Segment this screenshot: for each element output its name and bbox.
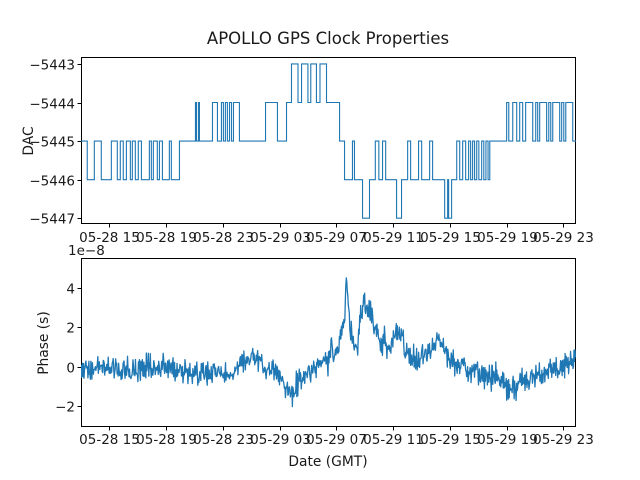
x-tick-label: 05-29 19 — [477, 230, 538, 246]
y-tick-label: −5445 — [29, 134, 75, 150]
dac-y-axis-label: DAC — [21, 126, 37, 155]
x-tick-label: 05-29 07 — [306, 230, 367, 246]
x-tick-label: 05-29 03 — [250, 432, 311, 448]
axes-frame — [81, 57, 576, 224]
date-x-axis-label: Date (GMT) — [288, 454, 367, 470]
x-tick-label: 05-28 23 — [193, 432, 254, 448]
axes-frame — [81, 258, 576, 427]
x-tick-label: 05-28 19 — [136, 230, 197, 246]
x-tick-label: 05-29 15 — [420, 230, 481, 246]
x-tick-label: 05-28 15 — [79, 230, 140, 246]
y-tick-label: −5443 — [29, 57, 75, 73]
x-tick-label: 05-29 03 — [250, 230, 311, 246]
y-tick-label: 2 — [66, 320, 75, 336]
y-tick-label: −5447 — [29, 211, 75, 227]
x-tick-label: 05-28 15 — [79, 432, 140, 448]
phase-offset-multiplier-label: 1e−8 — [68, 243, 105, 259]
y-tick-label: 0 — [66, 360, 75, 376]
dac-step-line — [81, 63, 576, 219]
y-tick-label: −5444 — [29, 96, 75, 112]
x-tick-label: 05-29 11 — [363, 432, 424, 448]
y-tick-label: 4 — [66, 281, 75, 297]
x-tick-label: 05-29 15 — [420, 432, 481, 448]
y-tick-label: −5446 — [29, 173, 75, 189]
x-tick-label: 05-29 19 — [477, 432, 538, 448]
x-tick-label: 05-29 07 — [306, 432, 367, 448]
x-tick-label: 05-29 11 — [363, 230, 424, 246]
phase-noise-line — [81, 277, 576, 408]
chart-title: APOLLO GPS Clock Properties — [207, 29, 449, 48]
x-tick-label: 05-29 23 — [533, 230, 594, 246]
x-tick-label: 05-28 23 — [193, 230, 254, 246]
y-tick-label: −2 — [55, 399, 75, 415]
x-tick-label: 05-29 23 — [533, 432, 594, 448]
phase-y-axis-label: Phase (s) — [36, 311, 52, 375]
x-tick-label: 05-28 19 — [136, 432, 197, 448]
